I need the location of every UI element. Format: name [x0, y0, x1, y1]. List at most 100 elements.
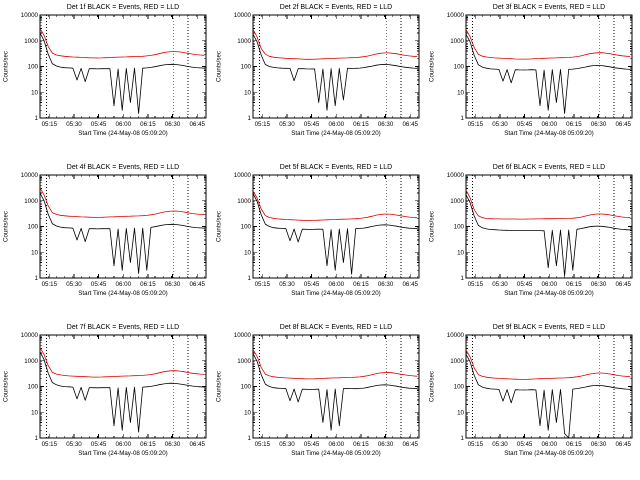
y-axis-label: Counts/sec [429, 51, 436, 82]
series-events [252, 353, 418, 431]
y-tick-label: 1 [248, 275, 252, 282]
y-tick-label: 10 [31, 249, 38, 256]
x-tick-label: 06:15 [566, 441, 582, 448]
x-tick-label: 05:15 [42, 441, 58, 448]
x-tick-label: 05:45 [304, 281, 320, 288]
x-tick-label: 06:45 [189, 281, 205, 288]
x-tick-label: 05:30 [66, 441, 82, 448]
x-tick-label: 06:00 [329, 281, 345, 288]
series-events [39, 351, 205, 433]
chart-panel: Det 8f BLACK = Events, RED = LLD 1 10 100 10… [213, 320, 426, 480]
series-lld [39, 347, 205, 378]
y-tick-label: 1 [35, 115, 39, 122]
y-axis-label: Counts/sec [3, 51, 10, 82]
y-axis: 1 10 100 1000 10000 [21, 172, 206, 282]
x-tick-label: 06:30 [165, 121, 181, 128]
x-axis: 05:15 05:30 05:45 06:00 06:15 06:30 06:45 [465, 15, 632, 128]
x-tick-label: 06:45 [615, 281, 631, 288]
line-chart: Det 9f BLACK = Events, RED = LLD 1 10 100 10… [429, 324, 633, 457]
x-tick-label: 05:15 [468, 281, 484, 288]
x-axis-label: Start Time (24-May-08 05:09:20) [504, 290, 593, 297]
line-chart: Det 3f BLACK = Events, RED = LLD 1 10 100 10… [429, 4, 633, 137]
y-tick-label: 1 [461, 435, 465, 442]
line-chart: Det 1f BLACK = Events, RED = LLD 1 10 100 10… [3, 4, 207, 137]
y-axis-label: Counts/sec [216, 51, 223, 82]
y-tick-label: 100 [241, 64, 252, 71]
x-tick-label: 05:30 [492, 121, 508, 128]
x-tick-label: 06:00 [329, 441, 345, 448]
x-tick-label: 06:15 [140, 281, 156, 288]
y-axis: 1 10 100 1000 10000 [447, 12, 632, 122]
y-axis: 1 10 100 1000 10000 [21, 12, 206, 122]
x-tick-label: 06:45 [402, 441, 418, 448]
y-tick-label: 100 [28, 224, 39, 231]
line-chart: Det 6f BLACK = Events, RED = LLD 1 10 100 10… [429, 164, 633, 297]
y-tick-label: 10000 [234, 172, 252, 179]
x-tick-label: 05:30 [279, 121, 295, 128]
x-axis: 05:15 05:30 05:45 06:00 06:15 06:30 06:45 [39, 15, 206, 128]
x-tick-label: 06:30 [591, 441, 607, 448]
y-axis: 1 10 100 1000 10000 [21, 332, 206, 442]
plot-frame [252, 334, 420, 439]
x-tick-label: 05:45 [91, 281, 107, 288]
y-tick-label: 1000 [24, 198, 38, 205]
x-tick-label: 06:00 [329, 121, 345, 128]
x-tick-label: 05:15 [468, 121, 484, 128]
series-events [465, 194, 631, 277]
series-events [252, 193, 418, 275]
chart-title: Det 6f BLACK = Events, RED = LLD [493, 164, 605, 171]
x-tick-label: 05:45 [517, 281, 533, 288]
x-axis-label: Start Time (24-May-08 05:09:20) [291, 450, 380, 457]
line-chart: Det 5f BLACK = Events, RED = LLD 1 10 100 10… [216, 164, 420, 297]
y-tick-label: 10 [244, 249, 251, 256]
x-axis-label: Start Time (24-May-08 05:09:20) [78, 290, 167, 297]
series-events [465, 34, 631, 114]
series-events [465, 354, 631, 439]
y-tick-label: 10 [457, 89, 464, 96]
y-axis-label: Counts/sec [216, 371, 223, 402]
x-tick-label: 06:15 [566, 281, 582, 288]
x-tick-label: 06:45 [189, 121, 205, 128]
series-lld [39, 28, 205, 59]
y-axis-label: Counts/sec [3, 371, 10, 402]
chart-title: Det 3f BLACK = Events, RED = LLD [493, 4, 605, 11]
y-tick-label: 1 [461, 275, 465, 282]
y-tick-label: 1 [248, 115, 252, 122]
chart-title: Det 7f BLACK = Events, RED = LLD [67, 324, 179, 331]
y-axis-label: Counts/sec [429, 371, 436, 402]
chart-title: Det 9f BLACK = Events, RED = LLD [493, 324, 605, 331]
y-tick-label: 10000 [21, 332, 39, 339]
y-axis: 1 10 100 1000 10000 [447, 172, 632, 282]
y-axis: 1 10 100 1000 10000 [234, 172, 419, 282]
y-tick-label: 10 [457, 409, 464, 416]
plot-frame [252, 14, 420, 119]
series-lld [465, 349, 631, 380]
x-tick-label: 05:45 [91, 441, 107, 448]
x-tick-label: 06:00 [116, 281, 132, 288]
x-tick-label: 05:30 [66, 281, 82, 288]
series-lld [39, 187, 205, 218]
y-axis: 1 10 100 1000 10000 [234, 12, 419, 122]
line-chart: Det 7f BLACK = Events, RED = LLD 1 10 100 10… [3, 324, 207, 457]
y-tick-label: 10000 [447, 12, 465, 19]
y-tick-label: 1 [35, 435, 39, 442]
line-chart: Det 8f BLACK = Events, RED = LLD 1 10 100 10… [216, 324, 420, 457]
x-tick-label: 06:30 [591, 281, 607, 288]
x-tick-label: 05:15 [255, 121, 271, 128]
x-tick-label: 06:30 [378, 281, 394, 288]
x-tick-label: 05:45 [91, 121, 107, 128]
x-axis-label: Start Time (24-May-08 05:09:20) [78, 130, 167, 137]
x-tick-label: 05:30 [492, 441, 508, 448]
x-tick-label: 06:45 [189, 441, 205, 448]
x-tick-label: 05:15 [255, 441, 271, 448]
x-tick-label: 06:00 [116, 441, 132, 448]
x-tick-label: 06:30 [378, 121, 394, 128]
x-tick-label: 06:15 [353, 281, 369, 288]
x-axis: 05:15 05:30 05:45 06:00 06:15 06:30 06:45 [252, 15, 419, 128]
y-tick-label: 1 [461, 115, 465, 122]
x-tick-label: 06:15 [566, 121, 582, 128]
x-axis: 05:15 05:30 05:45 06:00 06:15 06:30 06:45 [39, 175, 206, 288]
x-tick-label: 06:45 [615, 121, 631, 128]
chart-title: Det 5f BLACK = Events, RED = LLD [280, 164, 392, 171]
